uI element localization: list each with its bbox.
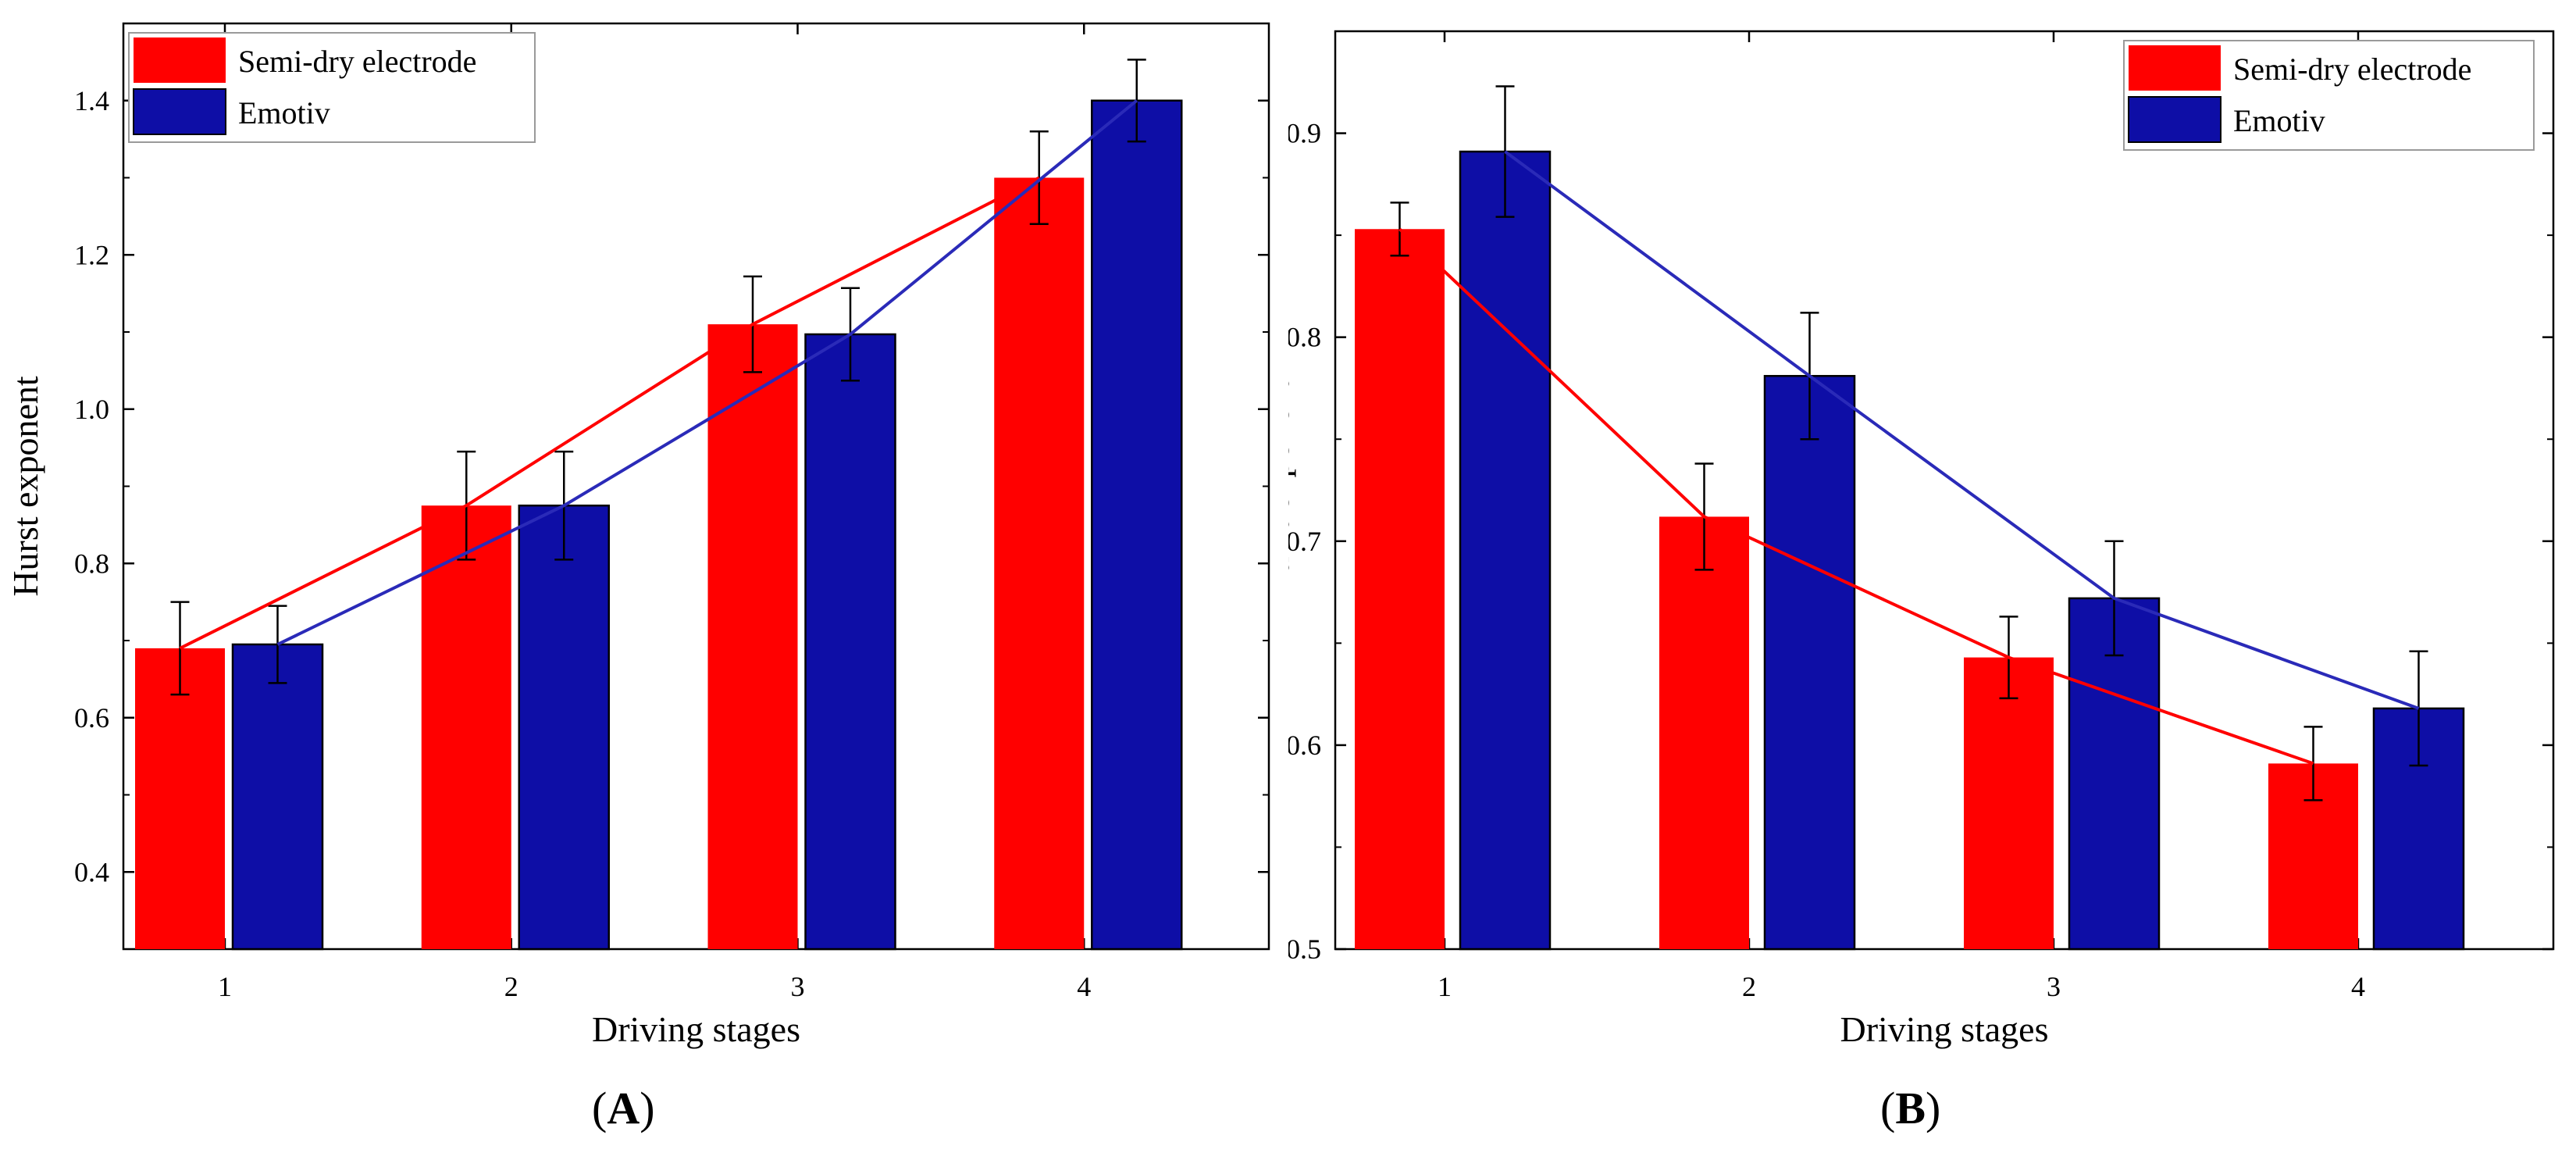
b-bar-emotiv-2 — [1763, 375, 1856, 951]
a-ytick-label: 0.4 — [74, 856, 109, 887]
b-trend-line-emotiv — [1504, 150, 2420, 710]
a-trend-line-semi-dry — [179, 176, 1040, 650]
b-bar-semi-dry-2 — [1659, 516, 1749, 949]
a-ytick-label: 0.6 — [74, 702, 109, 734]
b-xtick-label: 1 — [1438, 971, 1452, 1002]
a-xtick-label: 1 — [218, 971, 232, 1002]
a-xtick-label: 2 — [504, 971, 518, 1002]
b-ytick-label: 0.7 — [1288, 526, 1321, 557]
b-x-axis-label: Driving stages — [1840, 1009, 2048, 1049]
a-bar-semi-dry-1 — [135, 648, 225, 949]
panel-label-a: (A) — [592, 1083, 655, 1133]
a-ytick-label: 0.8 — [74, 548, 109, 579]
b-legend-label-emotiv: Emotiv — [2233, 103, 2325, 138]
b-bar-semi-dry-1 — [1355, 229, 1445, 949]
b-legend-swatch-semi-dry — [2129, 45, 2221, 91]
b-ytick-label: 0.6 — [1288, 730, 1321, 761]
a-ytick-label: 1.0 — [74, 394, 109, 425]
a-bar-emotiv-1 — [231, 643, 324, 951]
b-ytick-label: 0.5 — [1288, 933, 1321, 965]
b-bar-emotiv-3 — [2068, 597, 2161, 951]
b-y-axis-label: Hurst exponent — [1288, 380, 1296, 601]
panel-label-b: (B) — [1880, 1083, 1941, 1133]
a-trend-line-emotiv — [276, 99, 1138, 646]
a-x-axis-label: Driving stages — [592, 1009, 800, 1049]
a-legend-swatch-semi-dry — [134, 37, 226, 83]
a-legend-swatch-emotiv — [133, 88, 226, 135]
a-legend-label-emotiv: Emotiv — [238, 95, 330, 130]
a-xtick-label: 4 — [1077, 971, 1091, 1002]
b-bar-emotiv-1 — [1459, 150, 1552, 951]
a-bar-emotiv-3 — [804, 333, 896, 951]
a-bar-emotiv-4 — [1091, 99, 1183, 951]
a-bar-semi-dry-2 — [421, 505, 511, 949]
b-xtick-label: 3 — [2047, 971, 2061, 1002]
b-plot-frame — [1334, 30, 2555, 951]
chart-b: 0.5 0.6 0.7 0.8 0.9 1 2 3 4 Driving stages Hurst e… — [1288, 30, 2555, 1049]
b-bar-semi-dry-3 — [1964, 657, 2054, 949]
a-bar-semi-dry-3 — [707, 324, 798, 949]
b-trend-line-semi-dry — [1398, 227, 2314, 766]
b-xtick-label: 4 — [2351, 971, 2365, 1002]
b-legend-label-semi-dry: Semi-dry electrode — [2233, 52, 2471, 87]
b-legend-swatch-emotiv — [2128, 96, 2221, 143]
a-ytick-label: 1.4 — [74, 85, 109, 116]
a-bar-emotiv-2 — [518, 504, 610, 951]
a-y-axis-label: Hurst exponent — [5, 376, 45, 597]
chart-a: 0.4 0.6 0.8 1.0 1.2 1.4 1 2 3 4 Driving stages Hurs… — [5, 22, 1270, 1049]
a-ytick-label: 1.2 — [74, 239, 109, 270]
a-legend-label-semi-dry: Semi-dry electrode — [238, 44, 476, 79]
a-xtick-label: 3 — [791, 971, 805, 1002]
b-ytick-label: 0.8 — [1288, 322, 1321, 353]
b-xtick-label: 2 — [1742, 971, 1756, 1002]
b-ytick-label: 0.9 — [1288, 118, 1321, 149]
a-bar-semi-dry-4 — [994, 177, 1085, 949]
